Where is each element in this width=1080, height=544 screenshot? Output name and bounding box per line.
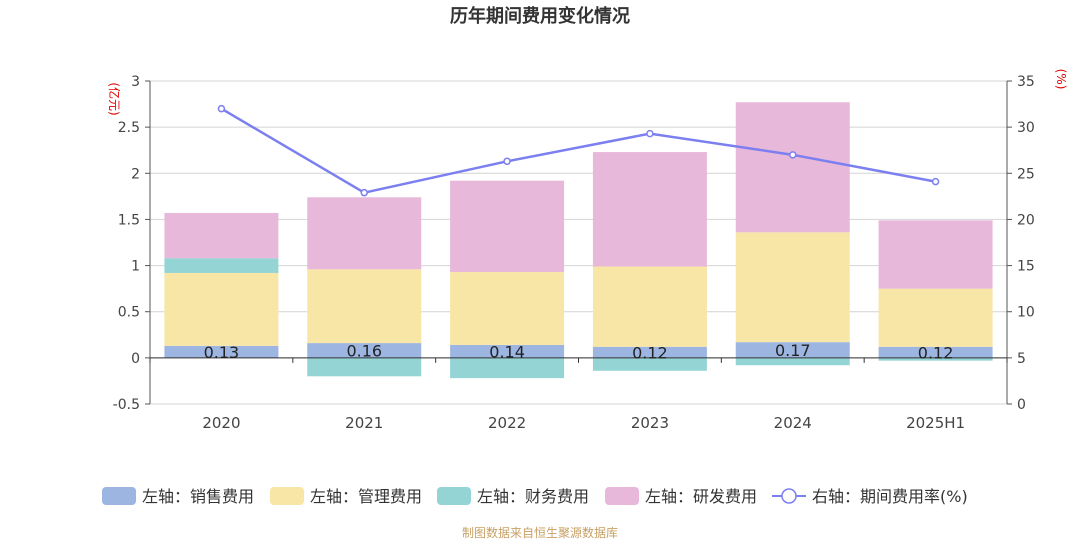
rate-line-point (789, 151, 797, 159)
bar-segment (592, 346, 707, 358)
data-labels: 0.13 0.16 0.14 0.12 0.17 0.12 (204, 341, 954, 362)
chart-title: 历年期间费用变化情况 (450, 5, 630, 27)
bar-segment (878, 220, 993, 289)
bar-segment (307, 357, 422, 377)
y-left-tick-label: 2 (131, 166, 140, 182)
bar-segment (592, 152, 707, 267)
bar-segment (307, 197, 422, 270)
bar-segment (735, 342, 850, 358)
rate-line-point (931, 177, 940, 186)
bar-segment (735, 232, 850, 343)
y-left-unit: (亿元) (107, 82, 122, 115)
rate-line (217, 104, 940, 197)
bar-segment (450, 272, 565, 345)
y-right-tick-label: 35 (1017, 74, 1035, 90)
x-tick-label: 2020 (202, 414, 240, 432)
bar-segment (164, 212, 279, 259)
y-left-tick-label: 1 (131, 259, 140, 275)
x-tick-label: 2022 (488, 414, 526, 432)
source-note: 制图数据来自恒生聚源数据库 (462, 525, 618, 540)
data-label: 0.12 (918, 343, 954, 362)
legend-label: 左轴：研发费用 (645, 487, 757, 506)
bar-segment (450, 344, 565, 358)
bar-segment (164, 272, 279, 346)
y-right-tick-label: 15 (1017, 259, 1035, 275)
x-tick-label: 2024 (774, 414, 812, 432)
legend-label: 左轴：管理费用 (310, 487, 422, 506)
bar-segment (592, 357, 707, 371)
rate-line-path (220, 107, 936, 194)
y-right-tick-label: 25 (1017, 166, 1035, 182)
bar-segment (878, 288, 993, 347)
y-right-tick-label: 10 (1017, 305, 1035, 321)
bars (164, 102, 993, 379)
legend-label: 左轴：财务费用 (477, 487, 589, 506)
rate-line-point (360, 188, 368, 197)
y-right-tick-label: 30 (1017, 120, 1035, 136)
bar-segment (735, 357, 850, 366)
bar-segment (307, 269, 422, 344)
y-left-tick-label: 1.5 (118, 212, 140, 228)
data-label: 0.17 (775, 341, 811, 360)
legend: 左轴：销售费用 左轴：管理费用 左轴：财务费用 左轴：研发费用 右轴：期间费用率(%) (102, 487, 968, 506)
y-right-axis: 35 30 25 20 15 10 5 0 (1006, 74, 1035, 413)
legend-swatch-marker (781, 488, 797, 504)
bar-segment (164, 345, 279, 358)
rate-line-point (646, 129, 654, 138)
rate-line-point (503, 157, 511, 166)
bar-segment (592, 266, 707, 347)
y-left-tick-label: 2.5 (118, 120, 140, 136)
y-right-tick-label: 20 (1017, 212, 1035, 228)
legend-swatch (270, 487, 304, 505)
data-label: 0.13 (204, 343, 240, 362)
bar-segment (878, 346, 993, 358)
bar-segment (878, 357, 993, 361)
bar-segment (450, 180, 565, 273)
bar-segment (450, 357, 565, 379)
y-right-unit: (%) (1054, 69, 1068, 90)
x-tick-label: 2025H1 (906, 414, 965, 432)
y-left-axis: 3 2.5 2 1.5 1 0.5 0 -0.5 (113, 74, 151, 413)
y-left-tick-label: -0.5 (113, 397, 140, 413)
legend-swatch (102, 487, 136, 505)
y-left-tick-label: 0 (131, 351, 140, 367)
bar-segment (735, 102, 850, 233)
data-label: 0.14 (489, 342, 525, 361)
rate-line-point (217, 104, 226, 113)
x-axis: 2020 2021 2022 2023 2024 2025H1 (149, 357, 1008, 432)
legend-label: 左轴：销售费用 (142, 487, 254, 506)
data-label: 0.16 (346, 341, 382, 360)
legend-swatch (437, 487, 471, 505)
y-left-tick-label: 3 (131, 74, 140, 90)
y-right-tick-label: 0 (1017, 397, 1026, 413)
x-tick-label: 2021 (345, 414, 383, 432)
y-left-tick-label: 0.5 (118, 305, 140, 321)
x-tick-label: 2023 (631, 414, 669, 432)
legend-swatch (605, 487, 639, 505)
bar-segment (307, 343, 422, 358)
legend-label: 右轴：期间费用率(%) (812, 487, 968, 506)
data-label: 0.12 (632, 343, 668, 362)
bar-segment (164, 258, 279, 273)
y-right-tick-label: 5 (1017, 351, 1026, 367)
grid (150, 80, 1007, 405)
